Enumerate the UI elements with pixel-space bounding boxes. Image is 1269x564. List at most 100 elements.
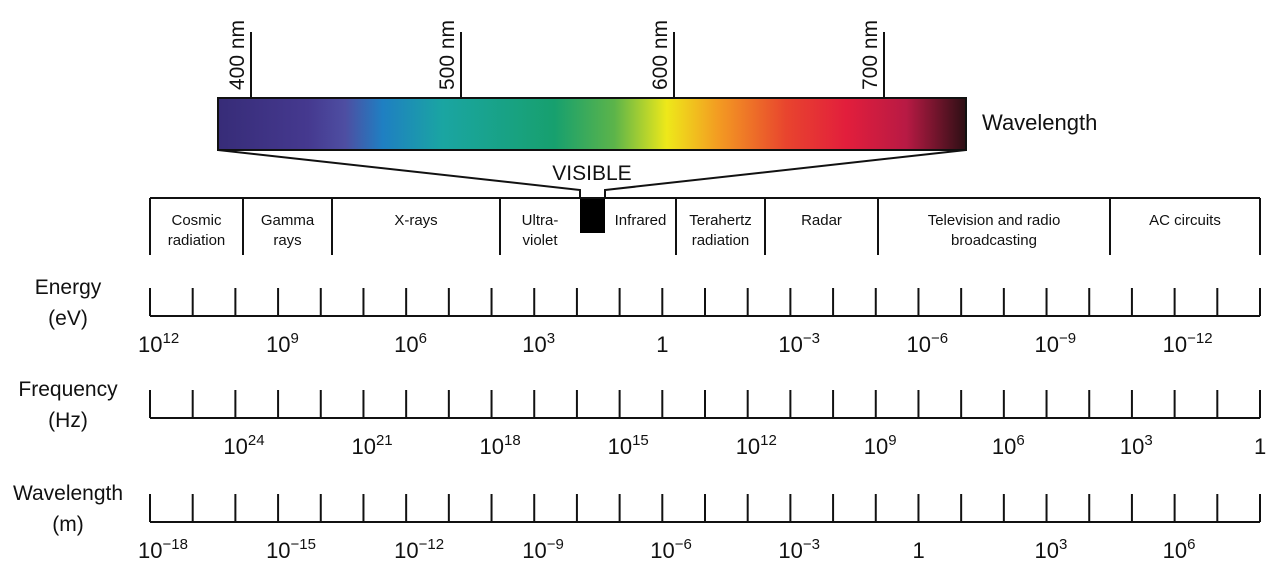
region-label: Gamma xyxy=(261,212,315,229)
scale-label-exponent: −12 xyxy=(1187,330,1212,347)
region-label: Television and radio xyxy=(928,212,1061,229)
scale-label-exponent: 24 xyxy=(248,432,265,449)
scale-title: (eV) xyxy=(48,307,88,330)
scale-label-base: 10 xyxy=(650,538,674,563)
scale-label-base: 1 xyxy=(912,538,924,563)
scale-label: 10−12 xyxy=(394,536,444,563)
scale-label: 10−3 xyxy=(778,536,820,563)
scale-label: 1021 xyxy=(351,432,392,459)
scale-label-exponent: −9 xyxy=(1059,330,1076,347)
scale-label-exponent: 6 xyxy=(1187,536,1195,553)
scale-label-exponent: −3 xyxy=(803,536,820,553)
scale-label-exponent: 15 xyxy=(632,432,649,449)
zoom-line xyxy=(604,149,967,198)
scale-title: (Hz) xyxy=(48,409,88,432)
scale-label-base: 10 xyxy=(138,332,162,357)
scale-label: 109 xyxy=(864,432,897,459)
visible-tick-label: 600 nm xyxy=(649,20,672,90)
scale-label: 1012 xyxy=(138,330,179,357)
scale-label: 10−9 xyxy=(1035,330,1077,357)
scale-label: 10−3 xyxy=(778,330,820,357)
scale-title: (m) xyxy=(52,513,83,536)
scale-label-exponent: −9 xyxy=(547,536,564,553)
zoom-line xyxy=(217,149,581,198)
scale-label: 1 xyxy=(1254,434,1266,459)
scale-label-exponent: 6 xyxy=(419,330,427,347)
scale-label-exponent: −18 xyxy=(162,536,187,553)
scale-label: 1015 xyxy=(608,432,649,459)
scale-label-base: 10 xyxy=(1120,434,1144,459)
visible-band xyxy=(580,198,605,233)
region-label: radiation xyxy=(168,232,226,249)
visible-tick-label: 400 nm xyxy=(226,20,249,90)
scale-title: Energy xyxy=(35,276,102,299)
region-label: AC circuits xyxy=(1149,212,1221,229)
scale-label-base: 10 xyxy=(1163,332,1187,357)
scale-title: Frequency xyxy=(18,378,118,401)
scale-label-exponent: 18 xyxy=(504,432,521,449)
scale-label: 10−12 xyxy=(1163,330,1213,357)
scale-label-base: 10 xyxy=(223,434,247,459)
scale-label-base: 10 xyxy=(266,332,290,357)
scale-label: 106 xyxy=(1163,536,1196,563)
scale-label-base: 10 xyxy=(394,538,418,563)
scale-label-base: 10 xyxy=(351,434,375,459)
scale-title: Wavelength xyxy=(13,482,123,505)
scale-label-base: 10 xyxy=(608,434,632,459)
scale-label: 1 xyxy=(656,332,668,357)
region-label: radiation xyxy=(692,232,750,249)
visible-tick-label: 500 nm xyxy=(436,20,459,90)
scale-label-base: 10 xyxy=(906,332,930,357)
scale-label: 103 xyxy=(1120,432,1153,459)
scale-label-base: 10 xyxy=(864,434,888,459)
region-label: Infrared xyxy=(615,212,667,229)
scale-label-exponent: 12 xyxy=(760,432,777,449)
scale-label-exponent: 3 xyxy=(1144,432,1152,449)
scale-label-exponent: 21 xyxy=(376,432,393,449)
scale-label: 10−6 xyxy=(650,536,692,563)
scale-label-base: 10 xyxy=(394,332,418,357)
scale-label: 103 xyxy=(1035,536,1068,563)
scale-label-base: 10 xyxy=(1035,332,1059,357)
scale-label-base: 1 xyxy=(1254,434,1266,459)
scale-label: 106 xyxy=(992,432,1025,459)
wavelength-label: Wavelength xyxy=(982,110,1097,135)
scale-label-base: 10 xyxy=(736,434,760,459)
scale-label: 1018 xyxy=(480,432,521,459)
scale-label: 1 xyxy=(912,538,924,563)
scale-label-exponent: 6 xyxy=(1016,432,1024,449)
scale-label-base: 10 xyxy=(1035,538,1059,563)
scale-label-base: 10 xyxy=(522,538,546,563)
scale-label-exponent: −15 xyxy=(291,536,316,553)
scale-label: 1024 xyxy=(223,432,264,459)
region-label: X-rays xyxy=(394,212,437,229)
scale-label-exponent: 9 xyxy=(888,432,896,449)
scale-label-exponent: −6 xyxy=(931,330,948,347)
scale-label: 10−6 xyxy=(906,330,948,357)
scale-label-base: 10 xyxy=(138,538,162,563)
region-label: Terahertz xyxy=(689,212,752,229)
visible-spectrum-bar xyxy=(217,97,967,151)
scale-label-exponent: −6 xyxy=(675,536,692,553)
region-label: Ultra- xyxy=(522,212,559,229)
visible-tick-label: 700 nm xyxy=(859,20,882,90)
scale-label-base: 1 xyxy=(656,332,668,357)
scale-label-exponent: 3 xyxy=(1059,536,1067,553)
region-label: rays xyxy=(273,232,301,249)
visible-label: VISIBLE xyxy=(552,162,631,185)
scale-label: 10−15 xyxy=(266,536,316,563)
scale-label-exponent: 9 xyxy=(291,330,299,347)
scale-label: 10−9 xyxy=(522,536,564,563)
scale-label-base: 10 xyxy=(1163,538,1187,563)
scale-label-exponent: 3 xyxy=(547,330,555,347)
scale-label-base: 10 xyxy=(778,332,802,357)
scale-label-base: 10 xyxy=(480,434,504,459)
scale-label: 106 xyxy=(394,330,427,357)
region-label: broadcasting xyxy=(951,232,1037,249)
scale-label-exponent: −3 xyxy=(803,330,820,347)
region-label: Cosmic xyxy=(171,212,222,229)
scale-label-base: 10 xyxy=(266,538,290,563)
scale-label-exponent: −12 xyxy=(419,536,444,553)
scale-label: 10−18 xyxy=(138,536,188,563)
